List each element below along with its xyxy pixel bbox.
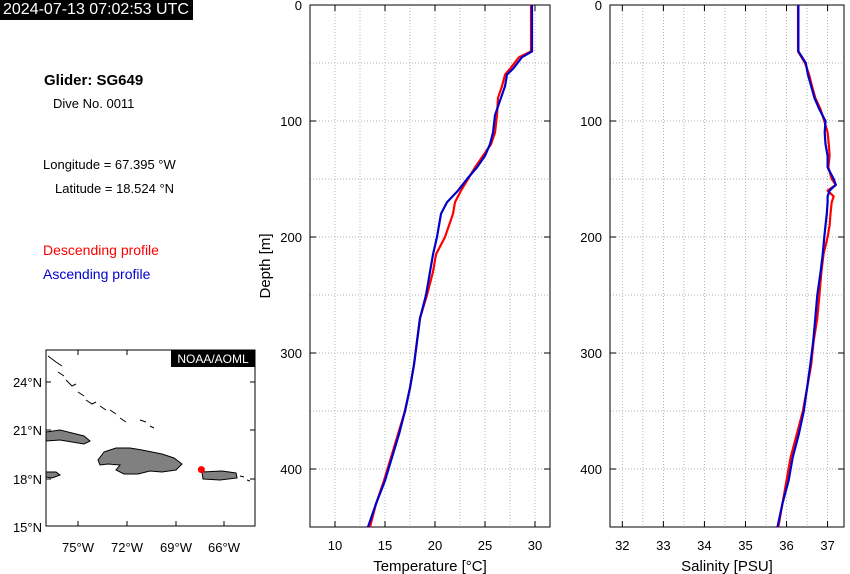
temperature-ytick-label: 400 xyxy=(280,462,302,477)
map-lat-tick-18: 18°N xyxy=(13,472,42,487)
map-frame xyxy=(45,349,256,527)
salinity-ascending-line xyxy=(776,5,837,528)
salinity-xtick-label: 34 xyxy=(697,538,711,553)
turks-islands xyxy=(139,419,155,429)
map-land xyxy=(46,355,251,482)
location-map: NOAA/AOML 24°N 21°N 18°N 15°N 75°W 72°W … xyxy=(13,349,256,555)
timestamp-banner: 2024-07-13 07:02:53 UTC xyxy=(0,0,193,20)
puerto-rico-shape xyxy=(201,470,238,481)
salinity-xtick-label: 36 xyxy=(779,538,793,553)
dive-number: Dive No. 0011 xyxy=(53,96,135,111)
temperature-profile-chart: 0 100 200 300 400 10 15 20 25 30 Temperature [°C] D… xyxy=(257,0,551,574)
map-lat-tick-15: 15°N xyxy=(13,520,42,535)
salinity-ytick-label: 200 xyxy=(580,230,602,245)
temperature-ytick-label: 100 xyxy=(280,114,302,129)
glider-title: Glider: SG649 xyxy=(44,72,144,89)
map-lon-tick-69: 69°W xyxy=(160,540,193,555)
temperature-ytick-label: 200 xyxy=(280,230,302,245)
bahamas-islands xyxy=(47,355,127,423)
map-lon-tick-75: 75°W xyxy=(62,540,95,555)
salinity-grid xyxy=(610,5,844,527)
temperature-xlabel: Temperature [°C] xyxy=(373,558,487,574)
temperature-xtick-label: 25 xyxy=(478,538,492,553)
salinity-xtick-label: 33 xyxy=(656,538,670,553)
cuba-shape xyxy=(46,429,91,445)
map-lat-tick-24: 24°N xyxy=(13,375,42,390)
temperature-ylabel: Depth [m] xyxy=(257,233,274,298)
map-lon-tick-72: 72°W xyxy=(111,540,144,555)
latitude-readout: Latitude = 18.524 °N xyxy=(55,181,175,196)
lesser-antilles xyxy=(239,475,251,482)
ascending-legend-label: Ascending profile xyxy=(43,266,151,282)
salinity-ytick-label: 0 xyxy=(595,0,602,13)
salinity-xtick-label: 37 xyxy=(820,538,834,553)
hispaniola-shape xyxy=(97,447,183,475)
descending-legend-label: Descending profile xyxy=(43,242,159,258)
salinity-ytick-label: 100 xyxy=(580,114,602,129)
salinity-xtick-label: 35 xyxy=(738,538,752,553)
map-lon-tick-66: 66°W xyxy=(208,540,241,555)
salinity-frame xyxy=(609,4,845,528)
temperature-ytick-label: 0 xyxy=(295,0,302,13)
map-credit: NOAA/AOML xyxy=(177,352,249,366)
salinity-xtick-label: 32 xyxy=(615,538,629,553)
temperature-ytick-label: 300 xyxy=(280,346,302,361)
temperature-frame xyxy=(309,4,551,528)
salinity-xlabel: Salinity [PSU] xyxy=(681,558,773,574)
jamaica-shape xyxy=(46,471,62,479)
temperature-ascending-line xyxy=(366,5,534,528)
map-lat-tick-21: 21°N xyxy=(13,423,42,438)
salinity-profile-chart: 0 100 200 300 400 32 33 34 35 36 37 Salinity [PSU] xyxy=(580,0,845,574)
map-credit-bg xyxy=(171,350,255,367)
salinity-ytick-label: 400 xyxy=(580,462,602,477)
temperature-xtick-label: 20 xyxy=(428,538,442,553)
temperature-xtick-label: 10 xyxy=(328,538,342,553)
longitude-readout: Longitude = 67.395 °W xyxy=(43,157,176,172)
temperature-xtick-label: 15 xyxy=(378,538,392,553)
salinity-ytick-label: 300 xyxy=(580,346,602,361)
temperature-xtick-label: 30 xyxy=(528,538,542,553)
glider-position-marker xyxy=(197,466,205,474)
